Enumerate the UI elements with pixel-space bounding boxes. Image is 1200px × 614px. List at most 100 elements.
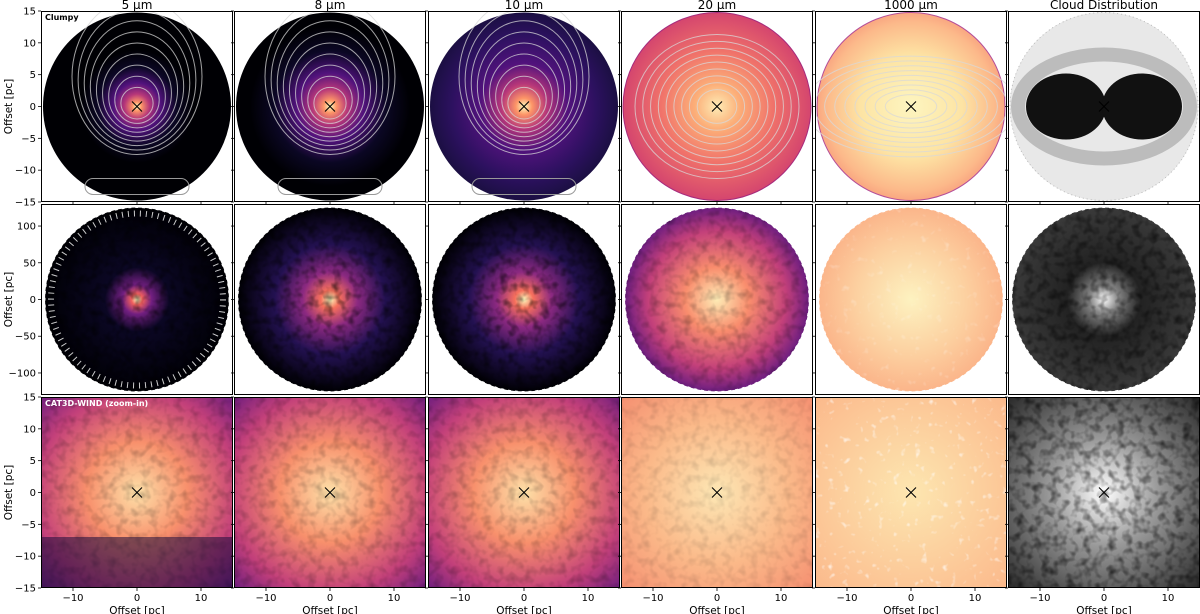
panel-r2-c1: −10 0 10 Offset [pc] <box>231 396 426 614</box>
y-ticks <box>1005 10 1008 203</box>
y-ticks <box>425 10 428 203</box>
panel-r2-c3: −10 0 10 Offset [pc] <box>618 396 813 614</box>
panel-r1-c3 <box>618 204 813 395</box>
x-axis-label: Offset [pc] <box>109 605 165 614</box>
panel-r1-c4 <box>812 204 1007 395</box>
y-ticks <box>618 396 621 589</box>
y-ticks: 15 10 5 0 −5 −10 −15 <box>15 7 41 209</box>
y-ticks <box>425 396 428 589</box>
origin-marker <box>905 487 917 498</box>
panel-r1-c2 <box>425 204 620 395</box>
x-ticks: −10 0 10 <box>642 588 787 604</box>
x-axis-label: Offset [pc] <box>883 605 939 614</box>
y-tick-label: 10 <box>23 38 36 49</box>
y-tick-label: −50 <box>15 332 36 343</box>
row-tag: CAT3D-WIND <box>45 206 103 215</box>
panel-r1-c0: 100 50 0 −50 −100 CAT3D-WIND <box>9 204 233 395</box>
origin-marker <box>518 101 530 112</box>
x-tick-label: 10 <box>969 593 982 604</box>
panel-r0-c3 <box>618 10 813 205</box>
panel-r0-c5 <box>1005 10 1200 205</box>
y-tick-label: 15 <box>23 7 36 18</box>
x-axis-label: Offset [pc] <box>302 605 358 614</box>
y-tick-label: 50 <box>23 258 36 269</box>
x-axis-label: Offset [pc] <box>1076 605 1132 614</box>
panel-r0-c0: 15 10 5 0 −5 −10 −15 Clumpy <box>15 7 233 209</box>
origin-marker <box>131 101 143 112</box>
panel-r2-c4: −10 0 10 Offset [pc] <box>812 396 1007 614</box>
y-ticks <box>618 10 621 203</box>
y-tick-label: −5 <box>21 134 36 145</box>
x-tick-label: 0 <box>327 593 333 604</box>
y-tick-label: 0 <box>30 295 36 306</box>
x-tick-label: −10 <box>255 593 276 604</box>
y-axis-label: Offset [pc] <box>3 272 15 328</box>
column-title: 5 μm <box>122 0 153 12</box>
x-tick-label: 10 <box>582 593 595 604</box>
origin-marker <box>518 487 530 498</box>
row-tag: Clumpy <box>45 13 79 22</box>
y-tick-label: 0 <box>30 488 36 499</box>
x-tick-label: −10 <box>62 593 83 604</box>
y-axis-label: Offset [pc] <box>3 79 15 135</box>
y-ticks <box>618 225 621 374</box>
origin-marker <box>1098 487 1110 498</box>
y-ticks <box>812 396 815 589</box>
y-ticks <box>812 10 815 203</box>
panel-r0-c1 <box>231 10 426 205</box>
origin-marker <box>131 487 143 498</box>
origin-marker <box>324 101 336 112</box>
x-tick-label: −10 <box>449 593 470 604</box>
column-title: 10 μm <box>505 0 543 12</box>
y-tick-label: 15 <box>23 393 36 404</box>
x-tick-label: −10 <box>642 593 663 604</box>
x-tick-label: 10 <box>388 593 401 604</box>
column-title: 1000 μm <box>884 0 938 12</box>
x-tick-label: 0 <box>714 593 720 604</box>
y-ticks: 15 10 5 0 −5 −10 −15 <box>15 393 41 595</box>
x-ticks: −10 0 10 <box>836 588 981 604</box>
x-tick-label: 0 <box>908 593 914 604</box>
panel-r0-c4 <box>812 10 1007 205</box>
x-ticks: −10 0 10 <box>62 588 207 604</box>
column-title: 20 μm <box>698 0 736 12</box>
y-ticks <box>231 225 234 374</box>
x-tick-label: 10 <box>1162 593 1175 604</box>
y-tick-label: −10 <box>15 166 36 177</box>
origin-marker <box>905 101 917 112</box>
x-tick-label: −10 <box>836 593 857 604</box>
x-ticks: −10 0 10 <box>1029 588 1174 604</box>
y-tick-label: 10 <box>23 424 36 435</box>
panel-r2-c0: −10 0 10 Offset [pc] 15 10 5 0 −5 −10 −15 CAT3D-WIN… <box>15 393 233 614</box>
panel-r0-c2 <box>425 10 620 205</box>
origin-marker <box>711 101 723 112</box>
y-ticks <box>231 10 234 203</box>
x-ticks: −10 0 10 <box>449 588 594 604</box>
y-ticks: 100 50 0 −50 −100 <box>9 222 41 379</box>
y-tick-label: −100 <box>9 368 36 379</box>
y-ticks <box>425 225 428 374</box>
origin-marker <box>324 487 336 498</box>
panel-r2-c2: −10 0 10 Offset [pc] <box>425 396 620 614</box>
x-axis-label: Offset [pc] <box>689 605 745 614</box>
y-tick-label: −15 <box>15 198 36 209</box>
x-tick-label: 10 <box>775 593 788 604</box>
x-tick-label: 0 <box>134 593 140 604</box>
y-tick-label: −15 <box>15 584 36 595</box>
panel-r2-c5: −10 0 10 Offset [pc] <box>1005 396 1200 614</box>
x-tick-label: 0 <box>521 593 527 604</box>
y-ticks <box>231 396 234 589</box>
x-axis-label: Offset [pc] <box>496 605 552 614</box>
y-tick-label: 0 <box>30 102 36 113</box>
x-tick-label: 0 <box>1101 593 1107 604</box>
figure-labels: Offset [pc] Offset [pc] Offset [pc] 5 μm 8 μ… <box>3 0 1158 520</box>
row-tag: CAT3D-WIND (zoom-in) <box>45 399 148 408</box>
panel-r1-c5 <box>1005 204 1200 395</box>
y-tick-label: −10 <box>15 552 36 563</box>
y-ticks <box>1005 396 1008 589</box>
panel-grid: 15 10 50 −5 −10 −15 Clumpy 100 50 0 −50 −100 CAT3D-W… <box>9 7 1200 614</box>
y-tick-label: 100 <box>17 222 36 233</box>
origin-marker <box>711 487 723 498</box>
column-title: Cloud Distribution <box>1050 0 1158 12</box>
